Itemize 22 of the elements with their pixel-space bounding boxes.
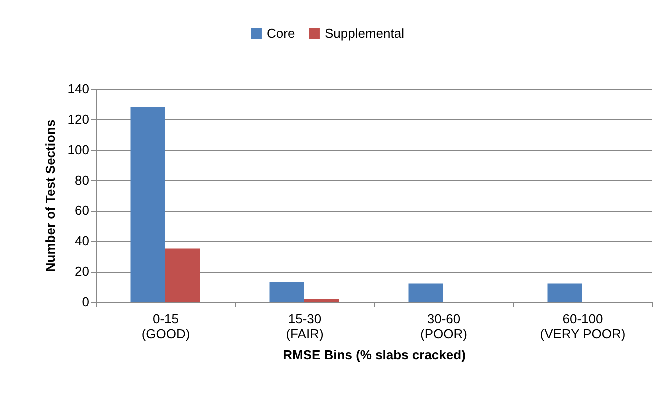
bar (548, 284, 582, 302)
x-axis-title: RMSE Bins (% slabs cracked) (283, 348, 466, 362)
y-tick-label: 40 (75, 234, 90, 249)
legend-label: Core (267, 26, 296, 41)
y-tick-label: 120 (68, 112, 90, 127)
y-tick-label: 140 (68, 82, 90, 96)
y-tick-label: 20 (75, 264, 90, 280)
bar (408, 284, 444, 302)
y-tick-label: 60 (75, 203, 90, 218)
bar (130, 107, 166, 302)
y-tick-label: 0 (82, 294, 90, 310)
y-tick-label: 100 (68, 142, 90, 158)
bar (304, 298, 340, 302)
x-tick-label: 0-15 (GOOD) (142, 312, 190, 342)
x-tick-label: 60-100 (VERY POOR) (540, 312, 626, 342)
y-axis-title: Number of Test Sections (42, 120, 58, 272)
x-tick-label: 15-30 (FAIR) (286, 312, 324, 342)
x-tick-label: 30-60 (POOR) (420, 312, 468, 342)
legend-label: Supplemental (325, 26, 405, 41)
bar (166, 248, 200, 302)
y-tick-label: 80 (75, 172, 90, 188)
bar (270, 282, 304, 302)
